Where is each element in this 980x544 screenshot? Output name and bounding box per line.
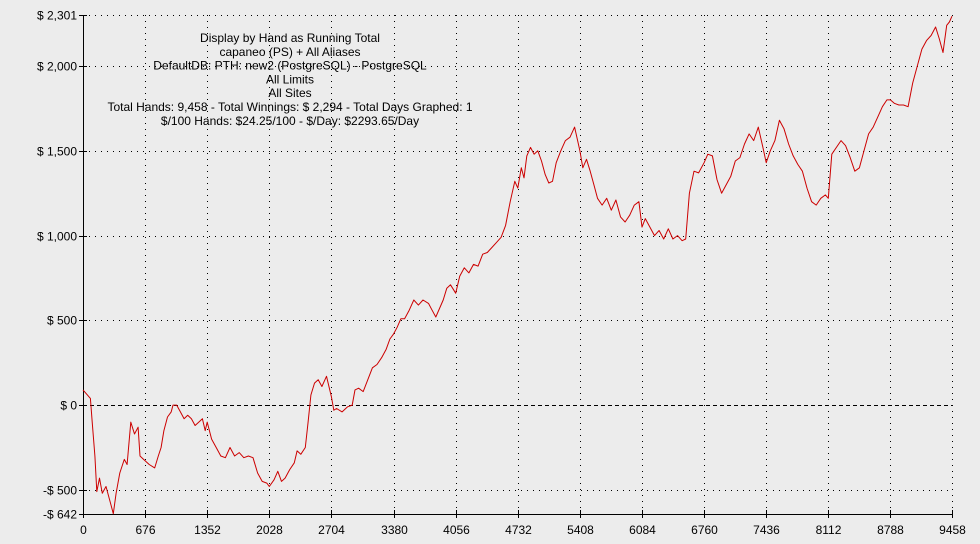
x-tick-label: 2028	[256, 523, 283, 537]
chart-title-block: Display by Hand as Running Totalcapaneo …	[107, 31, 472, 128]
x-tick-label: 4056	[443, 523, 470, 537]
y-tick-label: $ 1,000	[37, 230, 77, 244]
y-tick-label: $ 500	[47, 314, 77, 328]
series-layer	[82, 15, 953, 515]
x-tick-label: 5408	[567, 523, 594, 537]
grid	[83, 15, 953, 514]
y-tick-label: $ 2,000	[37, 60, 77, 74]
y-tick-label: -$ 500	[43, 484, 77, 498]
x-tick-label: 2704	[318, 523, 345, 537]
chart-title-line: Display by Hand as Running Total	[200, 31, 380, 45]
chart-title-line: Total Hands: 9,458 - Total Winnings: $ 2…	[107, 100, 472, 114]
x-tick-label: 6084	[629, 523, 656, 537]
y-tick-label: $ 2,301	[37, 9, 77, 23]
axes: -$ 642 -$ 500 $ 0 $ 500 $ 1,000 $ 1,500 $ 2,00…	[37, 9, 966, 538]
x-tick-label: 0	[80, 523, 87, 537]
x-tick-label: 6760	[691, 523, 718, 537]
chart-title-line: DefaultDB: PTH: new2 (PostgreSQL) - Post…	[153, 59, 427, 73]
x-tick-label: 676	[135, 523, 155, 537]
x-tick-label: 8112	[816, 523, 842, 537]
y-tick-label: $ 0	[60, 399, 77, 413]
running-total-line	[82, 15, 953, 515]
chart-title-line: All Sites	[268, 86, 311, 100]
y-tick-label: -$ 642	[43, 508, 77, 522]
x-tick-label: 9458	[939, 523, 966, 537]
x-tick-label: 8788	[877, 523, 904, 537]
chart-title-line: $/100 Hands: $24.25/100 - $/Day: $2293.6…	[161, 114, 419, 128]
chart-title-line: All Limits	[266, 72, 314, 86]
x-tick-label: 3380	[381, 523, 408, 537]
x-tick-label: 7436	[753, 523, 780, 537]
x-tick-label: 1352	[194, 523, 221, 537]
chart-title-line: capaneo (PS) + All Aliases	[219, 45, 360, 59]
x-tick-label: 4732	[505, 523, 532, 537]
y-tick-label: $ 1,500	[37, 145, 77, 159]
